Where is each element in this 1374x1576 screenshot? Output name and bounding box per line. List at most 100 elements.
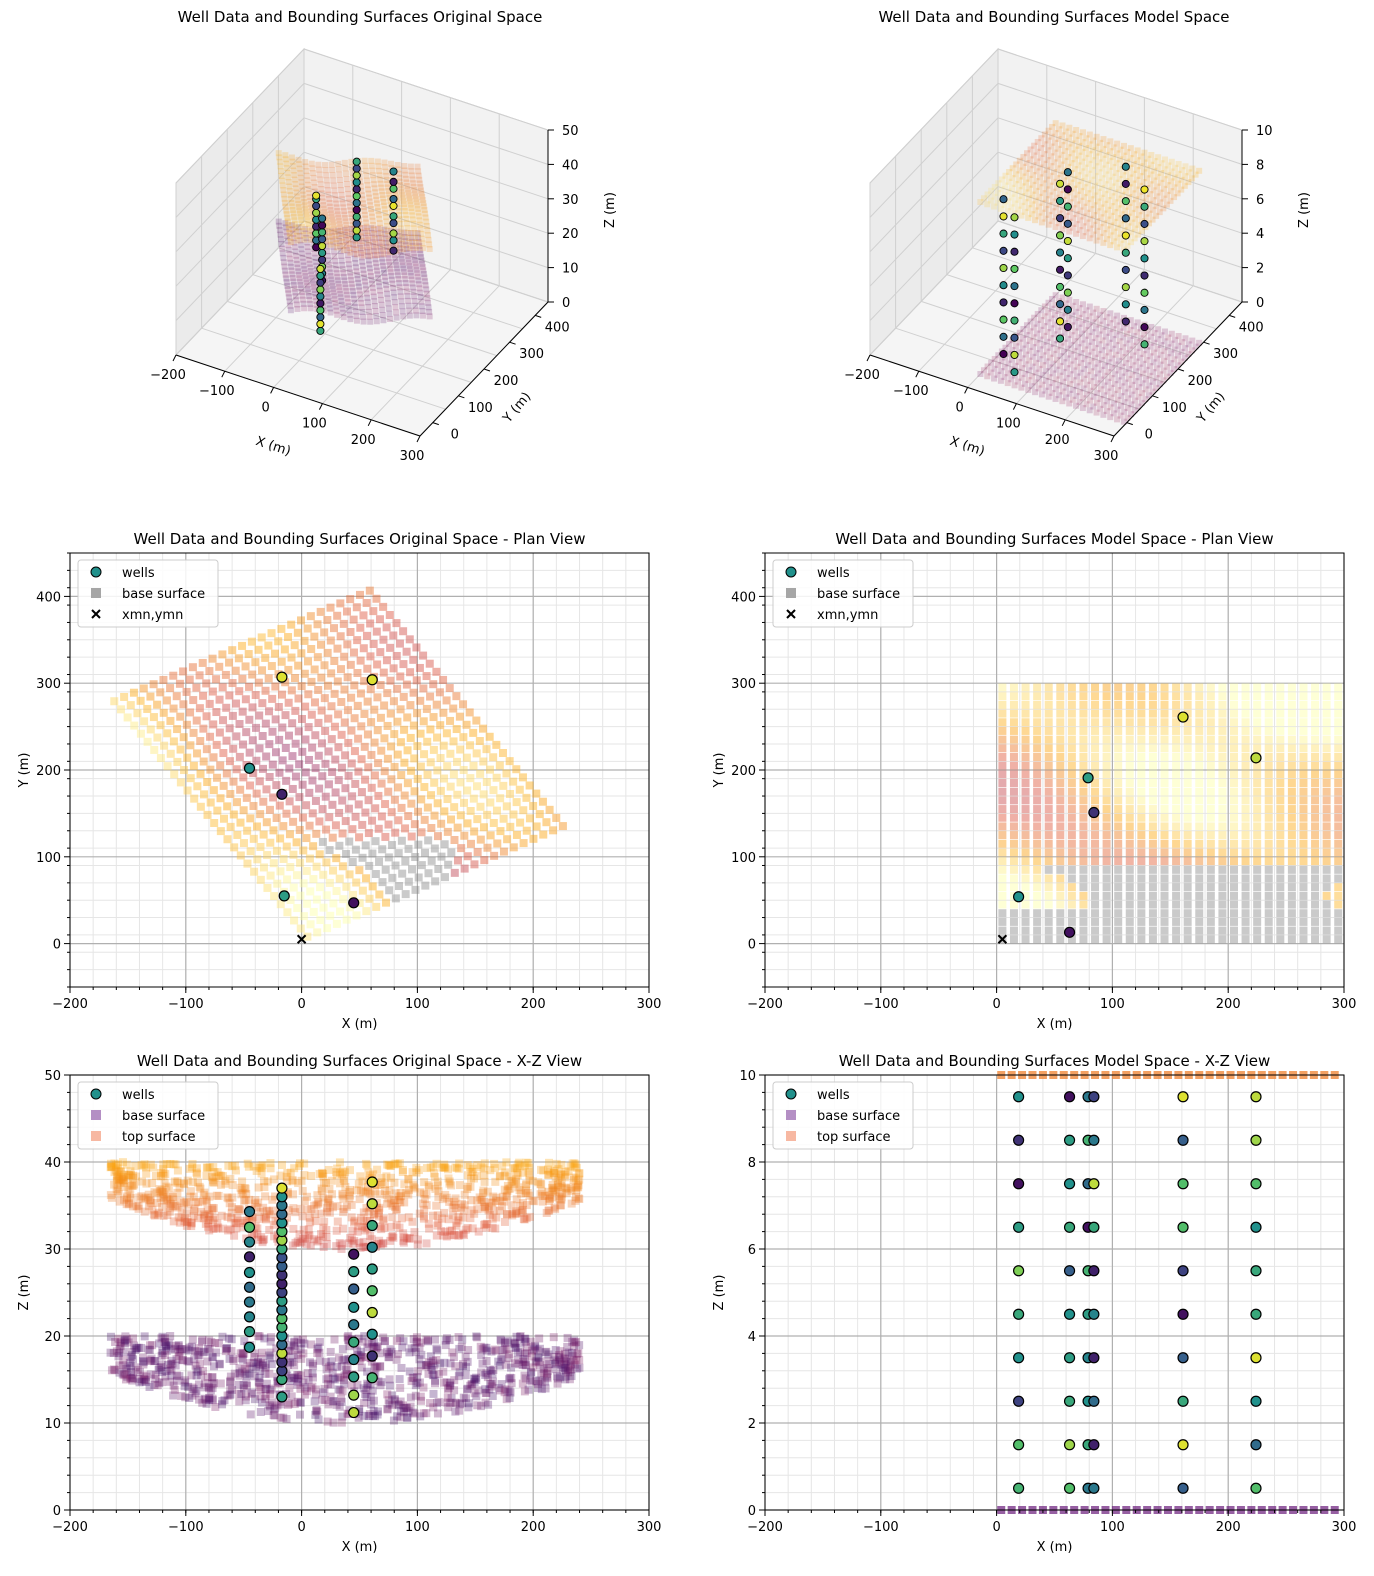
gridline-3d <box>1064 285 1194 421</box>
surface-cell <box>324 714 333 723</box>
surface-cell <box>1102 700 1111 709</box>
base-surface-point <box>286 294 293 301</box>
base-surface-point <box>133 1365 142 1374</box>
base-surface-point <box>157 1334 166 1343</box>
top-surface-point <box>1005 188 1012 195</box>
surface-cell <box>356 689 365 698</box>
top-surface-point <box>1032 217 1039 224</box>
surface-cell <box>1299 770 1308 779</box>
base-surface-point <box>412 307 419 314</box>
surface-cell <box>1148 874 1157 883</box>
base-surface-point <box>188 1335 197 1344</box>
base-surface-point <box>1102 343 1109 350</box>
top-surface-point <box>1066 124 1073 131</box>
surface-cell <box>1264 692 1273 701</box>
base-surface-point <box>210 1338 219 1347</box>
top-surface-point <box>415 209 422 216</box>
surface-cell <box>1114 822 1123 831</box>
base-surface-point <box>403 288 410 295</box>
base-surface-point <box>417 1350 426 1359</box>
surface-cell <box>1067 848 1076 857</box>
top-surface-point <box>1019 173 1026 180</box>
surface-cell <box>1253 926 1262 935</box>
base-surface-point <box>299 296 306 303</box>
base-surface-point <box>1158 332 1165 339</box>
surface-cell <box>183 753 192 762</box>
base-surface-point <box>432 1344 441 1353</box>
surface-cell <box>1091 874 1100 883</box>
base-surface-point <box>1160 377 1167 384</box>
base-surface-point <box>401 229 408 236</box>
base-surface-point <box>1089 319 1096 326</box>
surface-cell <box>1102 813 1111 822</box>
base-surface-point <box>415 1355 424 1364</box>
top-surface-point <box>331 187 338 194</box>
base-surface-point <box>1085 352 1092 359</box>
legend-marker-wells <box>90 566 102 578</box>
base-surface-point <box>407 266 414 273</box>
base-surface-point <box>300 258 307 265</box>
base-surface-point <box>289 1374 298 1383</box>
base-surface-point <box>185 1343 194 1352</box>
top-surface-point <box>366 242 373 249</box>
base-surface-point <box>369 1396 378 1405</box>
surface-cell <box>427 824 436 833</box>
surface-cell <box>1148 718 1157 727</box>
surface-cell <box>344 804 353 813</box>
surface-cell <box>298 813 307 822</box>
base-surface-point <box>1048 325 1055 332</box>
y-tick <box>483 368 491 372</box>
surface-cell <box>443 795 452 804</box>
top-surface-point <box>417 184 424 191</box>
surface-cell <box>386 643 395 652</box>
z-tick-label: 40 <box>562 158 579 173</box>
x-tick <box>172 354 177 362</box>
base-surface-point <box>415 277 422 284</box>
top-surface-point <box>413 244 420 251</box>
top-surface-point <box>286 230 293 237</box>
top-surface-point <box>1131 225 1138 232</box>
well-sample-3d <box>389 212 398 221</box>
surface-cell <box>1044 857 1053 866</box>
base-surface-point <box>287 307 294 314</box>
surface-cell <box>998 883 1007 892</box>
surface-cell <box>338 829 347 838</box>
top-surface-point <box>287 192 294 199</box>
base-surface-point <box>292 293 299 300</box>
top-surface-point <box>1019 193 1026 200</box>
surface-cell <box>333 644 342 653</box>
base-surface-point <box>486 1380 495 1389</box>
surface-cell <box>302 834 311 843</box>
top-surface-point <box>353 251 360 258</box>
surface-cell <box>1229 770 1238 779</box>
surface-cell <box>1229 848 1238 857</box>
surface-cell <box>492 740 501 749</box>
top-surface-point <box>294 193 301 200</box>
base-surface-point <box>1049 370 1056 377</box>
base-surface-point <box>315 1356 324 1365</box>
surface-cell <box>255 744 264 753</box>
base-surface-point <box>329 233 336 240</box>
surface-cell <box>193 749 202 758</box>
base-surface-point <box>406 1402 415 1411</box>
surface-cell <box>1021 848 1030 857</box>
surface-cell <box>363 697 372 706</box>
surface-cell <box>440 840 449 849</box>
gridline-3d <box>997 186 1243 269</box>
base-surface-point <box>561 1372 570 1381</box>
base-surface-point <box>429 1389 438 1398</box>
base-surface-point <box>411 253 418 260</box>
top-surface-point <box>276 154 283 161</box>
top-surface-point <box>1062 138 1069 145</box>
surface-cell <box>123 713 132 722</box>
top-surface-point <box>1030 162 1037 169</box>
surface-cell <box>998 813 1007 822</box>
surface-cell <box>1195 709 1204 718</box>
top-surface-point <box>1078 158 1085 165</box>
surface-cell <box>1033 831 1042 840</box>
surface-cell <box>313 653 322 662</box>
gridline-3d <box>322 269 451 404</box>
surface-cell <box>1299 865 1308 874</box>
surface-cell <box>1218 900 1227 909</box>
base-surface-point <box>1053 376 1060 383</box>
